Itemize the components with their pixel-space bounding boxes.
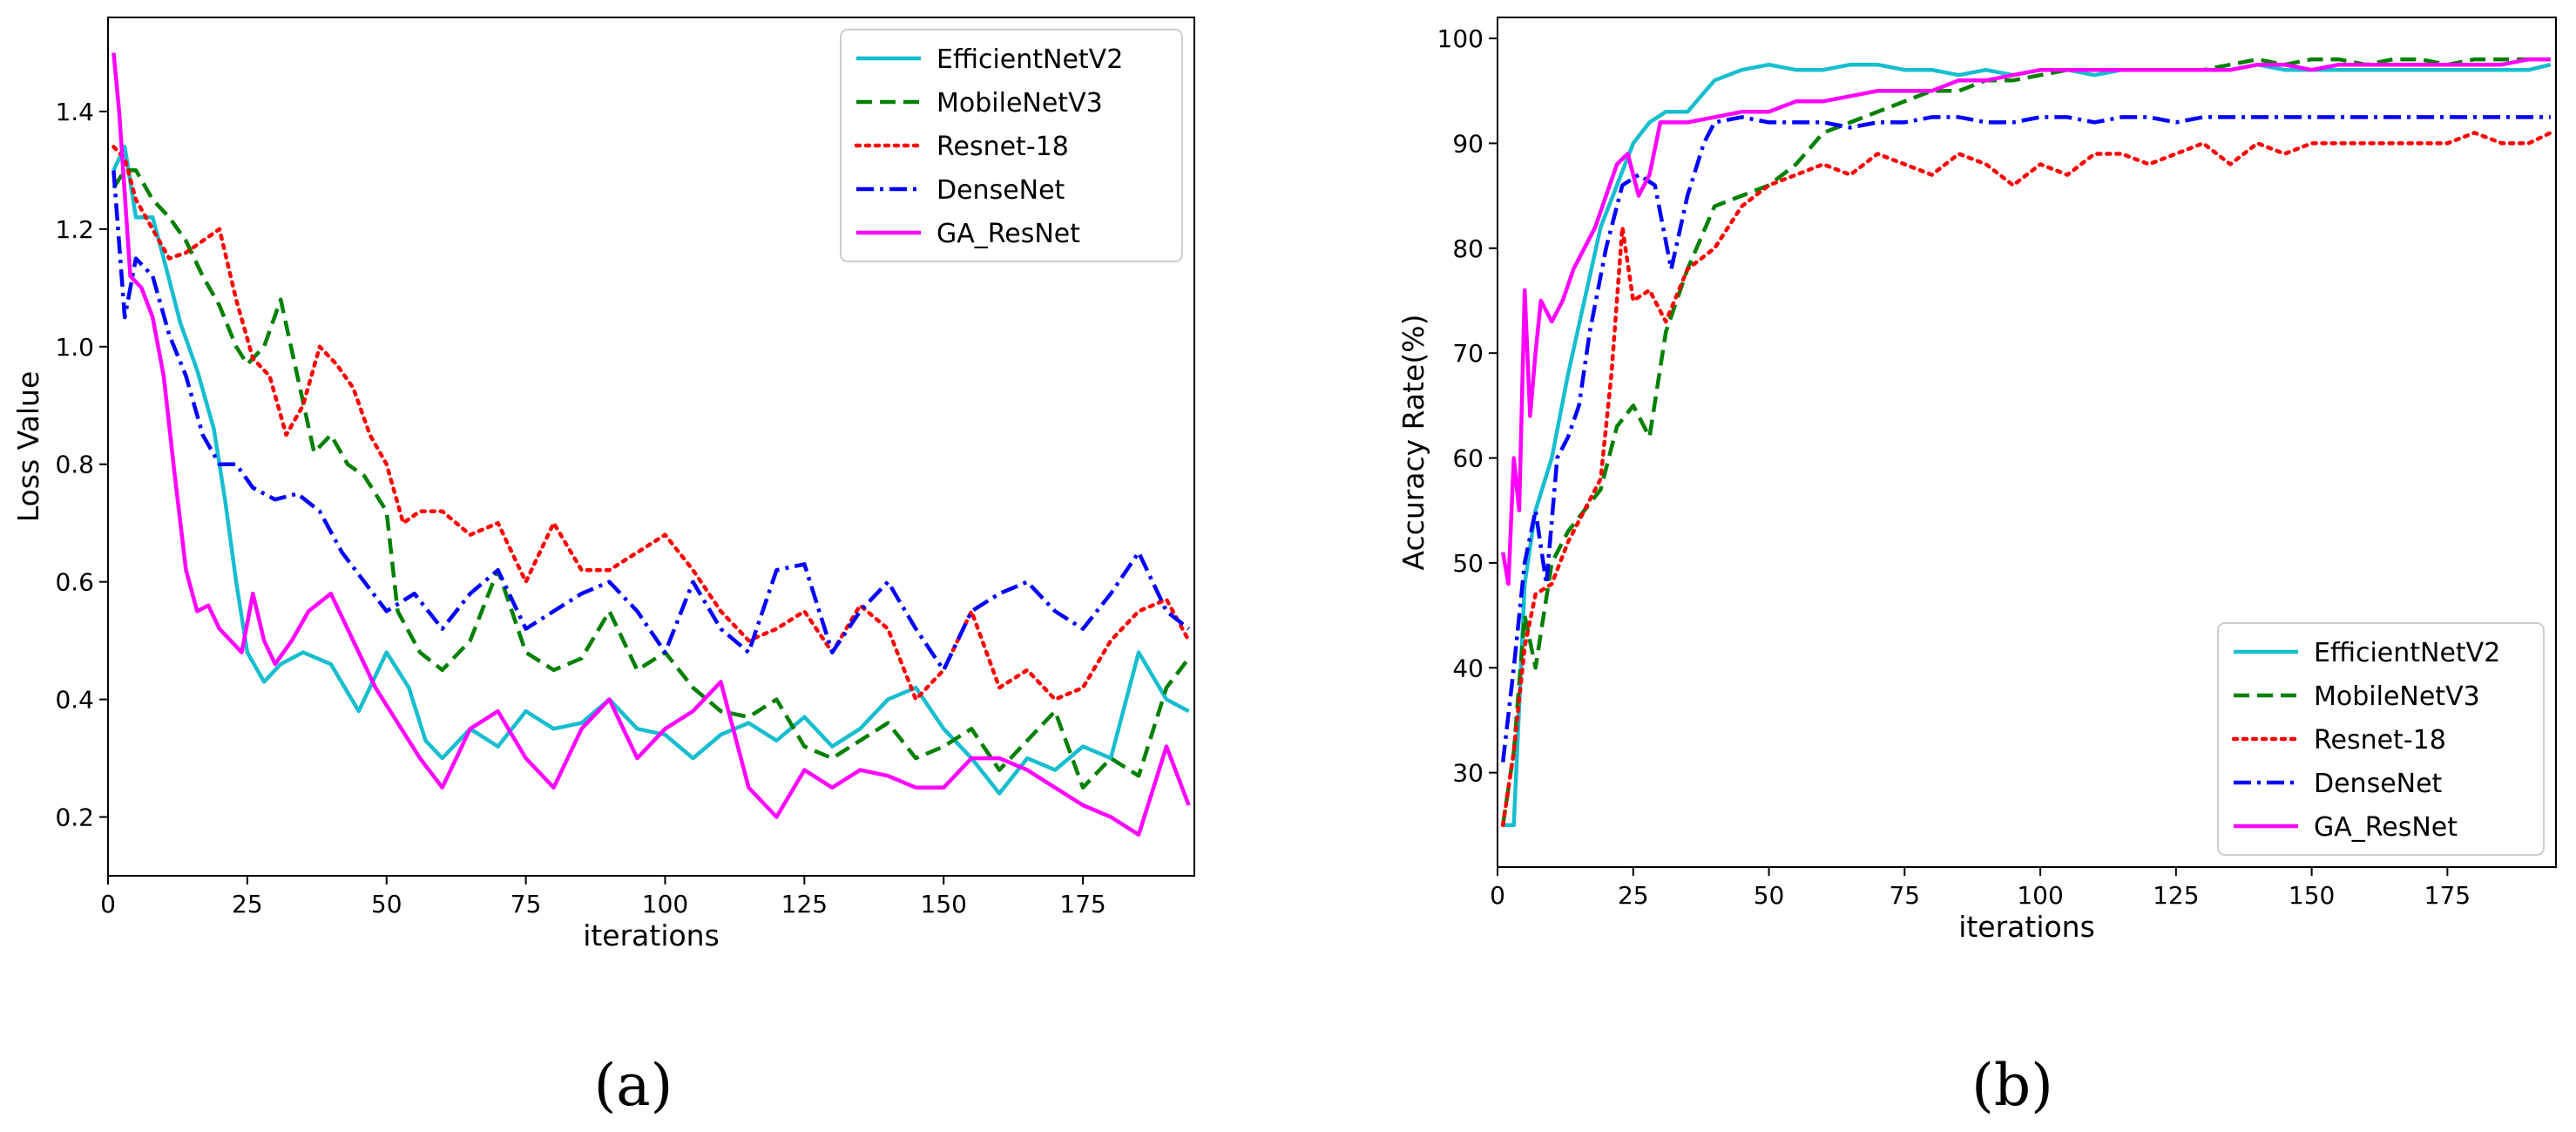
- accuracy-x-tick-label: 100: [2017, 881, 2063, 910]
- loss-x-tick-label: 125: [781, 890, 828, 918]
- loss-series-densenet: [112, 170, 1190, 673]
- accuracy-y-axis-title: Accuracy Rate(%): [1396, 315, 1430, 571]
- loss-y-tick-label: 0.4: [55, 686, 94, 715]
- loss-legend: EfficientNetV2 MobileNetV3 Resnet-18 DenseN…: [840, 29, 1183, 262]
- accuracy-y-tick-label: 50: [1452, 549, 1484, 578]
- loss-legend-label: MobileNetV3: [936, 88, 1103, 119]
- accuracy-y-tick-label: 70: [1452, 339, 1484, 368]
- accuracy-x-tick-label: 25: [1618, 881, 1649, 910]
- loss-legend-label: DenseNet: [936, 175, 1065, 206]
- loss-y-tick-label: 0.6: [55, 568, 94, 597]
- loss-y-tick-label: 1.4: [55, 98, 94, 126]
- loss-x-tick-label: 0: [100, 890, 116, 918]
- loss-series-efficientnetv2: [112, 145, 1190, 796]
- loss-x-tick-label: 75: [510, 890, 542, 918]
- loss-panel-label: (a): [594, 1052, 673, 1119]
- accuracy-legend-box: [2217, 622, 2545, 856]
- accuracy-x-tick-label: 125: [2153, 881, 2199, 910]
- loss-x-tick-label: 100: [642, 890, 688, 918]
- loss-x-tick-label: 150: [921, 890, 967, 918]
- accuracy-series-resnet-18: [1500, 131, 2553, 828]
- accuracy-legend-label: MobileNetV3: [2314, 681, 2480, 712]
- loss-plot-frame: [107, 17, 1195, 877]
- accuracy-legend: EfficientNetV2 MobileNetV3 Resnet-18 DenseN…: [2217, 622, 2545, 856]
- accuracy-y-tick-label: 90: [1452, 129, 1484, 158]
- accuracy-y-tick-label: 30: [1452, 759, 1484, 788]
- accuracy-series-ga-resnet: [1500, 57, 2551, 586]
- accuracy-y-tick-label: 100: [1437, 24, 1484, 53]
- loss-legend-box: [840, 29, 1183, 262]
- loss-legend-label: Resnet-18: [936, 132, 1069, 162]
- accuracy-panel-label: (b): [1971, 1052, 2053, 1119]
- loss-y-tick-label: 1.0: [55, 333, 94, 362]
- loss-y-tick-label: 1.2: [55, 215, 94, 244]
- accuracy-x-axis-title: iterations: [1958, 910, 2095, 944]
- loss-series-resnet-18: [112, 145, 1191, 702]
- accuracy-series-group: [1500, 57, 2553, 828]
- loss-series-ga-resnet: [112, 52, 1191, 837]
- accuracy-legend-label: Resnet-18: [2314, 725, 2446, 756]
- loss-chart: 0 25 50 75 100 125 150 175 0.2 0.4 0.6 0.8 1.0 1.2 1.4…: [11, 17, 1195, 1119]
- loss-y-tick-label: 0.8: [55, 451, 94, 479]
- accuracy-x-tick-label: 175: [2424, 881, 2471, 910]
- loss-legend-label: EfficientNetV2: [936, 44, 1123, 75]
- loss-series-mobilenetv3: [112, 168, 1191, 790]
- loss-y-tick-label: 0.2: [55, 803, 94, 832]
- loss-x-axis-title: iterations: [583, 918, 720, 952]
- loss-x-tick-label: 50: [371, 890, 402, 918]
- accuracy-x-tick-label: 75: [1889, 881, 1920, 910]
- accuracy-x-tick-label: 150: [2289, 881, 2335, 910]
- accuracy-plot-frame: [1497, 17, 2557, 868]
- accuracy-x-tick-label: 0: [1490, 881, 1505, 910]
- accuracy-y-tick-label: 80: [1452, 234, 1484, 263]
- accuracy-legend-label: EfficientNetV2: [2314, 638, 2500, 668]
- accuracy-y-tick-label: 40: [1452, 654, 1484, 682]
- accuracy-x-tick-label: 50: [1754, 881, 1785, 910]
- loss-x-tick-label: 25: [232, 890, 263, 918]
- accuracy-series-efficientnetv2: [1503, 62, 2552, 828]
- loss-x-tick-label: 175: [1059, 890, 1105, 918]
- accuracy-legend-label: DenseNet: [2314, 769, 2443, 799]
- loss-y-axis-title: Loss Value: [11, 371, 45, 523]
- loss-legend-label: GA_ResNet: [936, 219, 1080, 249]
- accuracy-chart: 0 25 50 75 100 125 150 17530405060708090100iter…: [1396, 17, 2557, 1119]
- accuracy-legend-label: GA_ResNet: [2314, 812, 2458, 843]
- accuracy-series-densenet: [1500, 115, 2551, 763]
- loss-series-group: [112, 52, 1191, 837]
- accuracy-y-tick-label: 60: [1452, 444, 1484, 473]
